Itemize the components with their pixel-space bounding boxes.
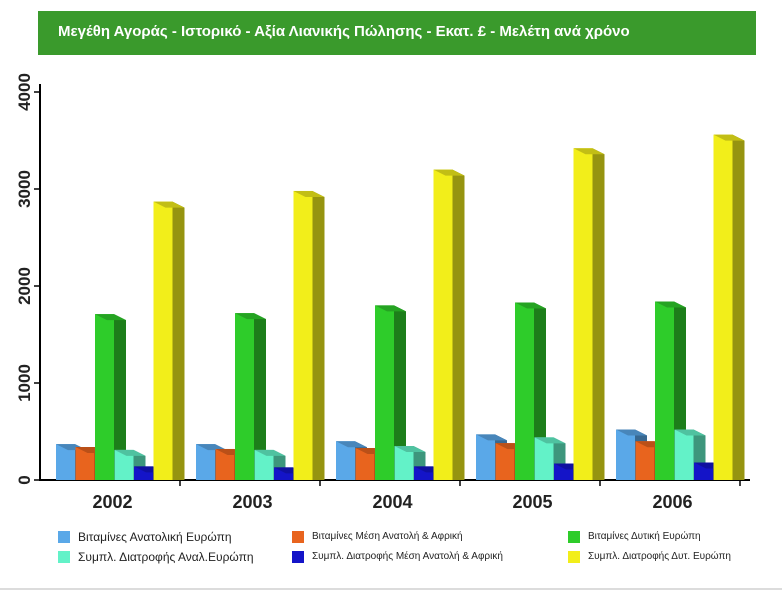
bar-top	[95, 314, 126, 321]
legend-label: Βιταμίνες Ανατολική Ευρώπη	[78, 530, 232, 544]
bar	[573, 148, 593, 480]
bar-top	[254, 449, 286, 456]
legend-label: Βιταμίνες Μέση Ανατολή & Αφρική	[312, 531, 463, 542]
bar-side	[394, 305, 406, 480]
bar-top	[293, 190, 325, 197]
bar-top	[655, 301, 686, 308]
bar	[336, 441, 355, 480]
bar	[394, 446, 414, 480]
bar	[495, 443, 515, 480]
bar-top	[616, 429, 647, 436]
legend-label: Συμπλ. Διατροφής Δυτ. Ευρώπη	[588, 551, 731, 562]
bar-top	[476, 434, 507, 441]
chart-title-bar: Μεγέθη Αγοράς - Ιστορικό - Αξία Λιανικής…	[38, 11, 756, 55]
bar-side	[312, 190, 325, 480]
bar-side	[172, 201, 185, 481]
bar-top	[573, 148, 605, 155]
bar	[635, 441, 655, 480]
bar-top	[515, 302, 546, 309]
legend-swatch	[58, 551, 70, 563]
bar-top	[114, 449, 146, 456]
bar	[114, 449, 134, 480]
bar	[616, 429, 635, 480]
bar	[254, 449, 274, 480]
bar-top	[375, 305, 406, 312]
bar	[215, 448, 235, 480]
y-tick-label: 0	[15, 475, 34, 484]
legend-swatch	[292, 551, 304, 563]
bar	[235, 313, 254, 480]
y-tick-label: 4000	[15, 73, 34, 111]
bar-top	[394, 446, 426, 453]
bar-top	[235, 313, 266, 320]
legend-swatch	[292, 531, 304, 543]
bar	[355, 447, 375, 480]
bar-top	[336, 441, 367, 448]
bar-top	[433, 169, 465, 176]
x-tick-label: 2002	[92, 492, 132, 512]
legend-swatch	[568, 551, 580, 563]
bar	[515, 302, 534, 480]
bar	[674, 429, 694, 480]
bar-side	[592, 148, 605, 480]
chart-title: Μεγέθη Αγοράς - Ιστορικό - Αξία Λιανικής…	[58, 23, 630, 40]
bar-side	[254, 313, 266, 480]
bar	[655, 301, 674, 480]
bar-top	[674, 429, 706, 436]
bar	[56, 444, 75, 480]
bar-side	[114, 314, 126, 480]
y-tick-label: 1000	[15, 364, 34, 402]
bar	[196, 444, 215, 480]
x-tick-label: 2005	[512, 492, 552, 512]
bar	[153, 201, 173, 481]
bar	[375, 305, 394, 480]
y-tick-label: 3000	[15, 170, 34, 208]
x-tick-label: 2004	[372, 492, 412, 512]
legend-label: Βιταμίνες Δυτική Ευρώπη	[588, 531, 701, 542]
y-tick-label: 2000	[15, 267, 34, 305]
bar	[534, 437, 554, 480]
bar-side	[534, 302, 546, 480]
bar	[95, 314, 114, 480]
bar	[433, 169, 453, 480]
bar	[293, 190, 313, 480]
bottom-divider	[0, 588, 782, 590]
legend-swatch	[568, 531, 580, 543]
legend-label: Συμπλ. Διατροφής Μέση Ανατολή & Αφρική	[312, 551, 503, 562]
bar	[75, 447, 95, 480]
bar	[476, 434, 495, 480]
bar	[713, 134, 733, 480]
x-tick-label: 2003	[232, 492, 272, 512]
bar-side	[732, 134, 745, 480]
bar-side	[452, 169, 465, 480]
legend-swatch	[58, 531, 70, 543]
bar-top	[713, 134, 745, 141]
bar-top	[196, 444, 227, 451]
bar-top	[534, 437, 566, 444]
x-tick-label: 2006	[652, 492, 692, 512]
legend-label: Συμπλ. Διατροφής Αναλ.Ευρώπη	[78, 550, 254, 564]
bar-top	[153, 201, 185, 208]
